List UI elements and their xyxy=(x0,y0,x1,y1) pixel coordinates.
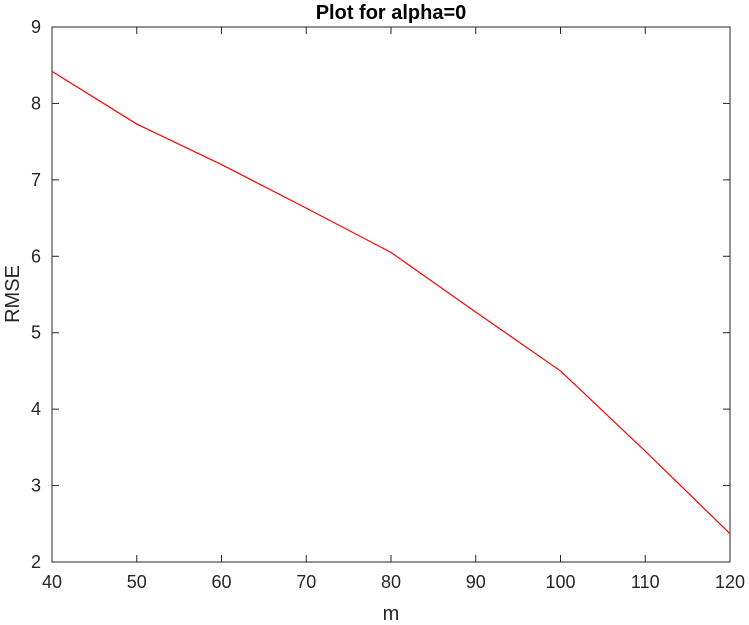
x-tick-label: 120 xyxy=(715,572,745,592)
x-tick-label: 70 xyxy=(296,572,316,592)
y-tick-label: 2 xyxy=(31,552,41,572)
chart-title: Plot for alpha=0 xyxy=(316,2,467,24)
data-points xyxy=(51,70,731,535)
plot-area xyxy=(51,26,731,563)
x-tick-label: 50 xyxy=(127,572,147,592)
data-point xyxy=(559,370,562,372)
x-tick-label: 40 xyxy=(42,572,62,592)
x-axis-ticks: 40 50 60 70 80 90 100 110 120 xyxy=(42,27,745,592)
x-tick-label: 100 xyxy=(545,572,575,592)
data-point xyxy=(644,450,646,452)
data-point xyxy=(475,311,477,313)
x-tick-label: 110 xyxy=(631,572,660,592)
data-point xyxy=(305,207,307,209)
data-point xyxy=(220,163,223,166)
y-tick-label: 6 xyxy=(31,246,41,266)
y-tick-label: 3 xyxy=(31,476,41,496)
y-tick-label: 8 xyxy=(31,93,41,113)
y-axis-ticks: 2 3 4 5 6 7 8 9 xyxy=(31,17,730,572)
y-tick-label: 7 xyxy=(31,170,41,190)
x-tick-label: 60 xyxy=(211,572,231,592)
x-axis-label: m xyxy=(383,603,400,625)
y-tick-label: 9 xyxy=(31,17,41,37)
data-point xyxy=(390,251,392,254)
x-tick-label: 90 xyxy=(466,572,486,592)
y-axis-label: RMSE xyxy=(2,265,24,323)
x-tick-label: 80 xyxy=(381,572,401,592)
data-point xyxy=(136,123,138,125)
data-point xyxy=(729,533,731,535)
data-point xyxy=(51,70,53,72)
y-tick-label: 5 xyxy=(31,323,41,343)
y-tick-label: 4 xyxy=(31,399,41,419)
